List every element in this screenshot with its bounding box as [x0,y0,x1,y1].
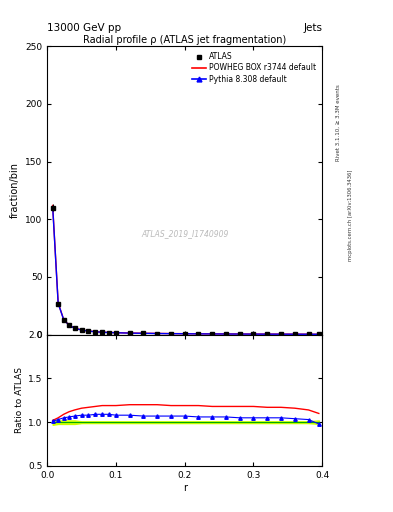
Y-axis label: Ratio to ATLAS: Ratio to ATLAS [15,367,24,433]
X-axis label: r: r [183,482,187,493]
Text: ATLAS_2019_I1740909: ATLAS_2019_I1740909 [141,229,228,238]
Y-axis label: fraction/bin: fraction/bin [9,162,20,219]
Text: Jets: Jets [303,23,322,33]
Text: mcplots.cern.ch [arXiv:1306.3436]: mcplots.cern.ch [arXiv:1306.3436] [348,169,353,261]
Title: Radial profile ρ (ATLAS jet fragmentation): Radial profile ρ (ATLAS jet fragmentatio… [83,35,286,45]
Legend: ATLAS, POWHEG BOX r3744 default, Pythia 8.308 default: ATLAS, POWHEG BOX r3744 default, Pythia … [190,50,318,86]
Text: Rivet 3.1.10, ≥ 3.3M events: Rivet 3.1.10, ≥ 3.3M events [336,84,341,161]
Text: 13000 GeV pp: 13000 GeV pp [47,23,121,33]
